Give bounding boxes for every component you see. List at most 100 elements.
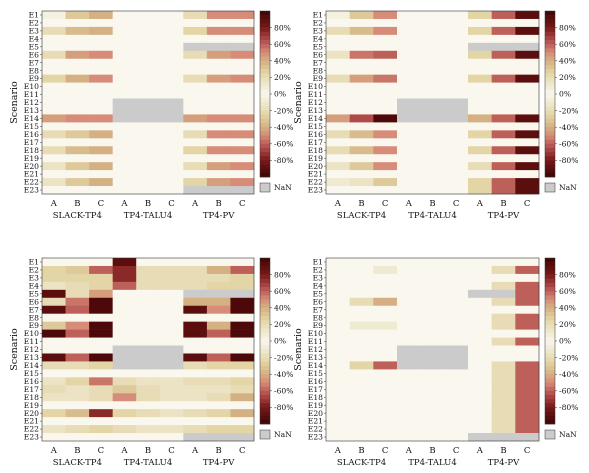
- colorbar-segment: [260, 152, 270, 157]
- heatmap-cell: [326, 337, 350, 346]
- heatmap-cell: [89, 11, 113, 20]
- colorbar-segment: [260, 349, 270, 354]
- heatmap-cell: [326, 361, 350, 370]
- x-tick-label: B: [358, 199, 364, 209]
- colorbar-segment: [260, 374, 270, 379]
- colorbar-segment: [260, 316, 270, 321]
- heatmap-cell: [65, 321, 90, 330]
- heatmap-cell: [444, 345, 469, 354]
- heatmap-cell: [159, 329, 184, 338]
- heatmap-cell: [42, 337, 66, 346]
- x-tick-label: A: [405, 199, 413, 209]
- colorbar-segment: [545, 168, 555, 174]
- heatmap-cell: [420, 146, 445, 155]
- colorbar-segment: [545, 52, 555, 57]
- colorbar-segment: [545, 69, 555, 74]
- heatmap-cell: [444, 369, 469, 378]
- heatmap-cell: [468, 18, 492, 28]
- heatmap-cell: [136, 337, 161, 346]
- heatmap-cell: [206, 265, 231, 275]
- heatmap-cell: [89, 321, 113, 330]
- colorbar-segment: [545, 332, 555, 338]
- colorbar-segment: [545, 143, 555, 149]
- heatmap-cell: [515, 329, 540, 338]
- colorbar-segment: [260, 262, 270, 267]
- x-tick-label: B: [500, 199, 506, 209]
- heatmap-cell: [468, 26, 492, 36]
- heatmap-cell: [444, 50, 469, 60]
- heatmap-cell: [491, 154, 516, 163]
- y-tick-label: E13: [308, 106, 323, 115]
- heatmap-cell: [230, 393, 255, 402]
- colorbar-segment: [260, 370, 270, 375]
- colorbar-segment: [545, 378, 555, 383]
- heatmap-cell: [230, 82, 255, 91]
- heatmap-cell: [65, 417, 90, 426]
- heatmap-cell: [136, 401, 161, 410]
- nan-swatch: [544, 429, 556, 440]
- heatmap-cell: [349, 162, 374, 171]
- colorbar-tick-label: 20%: [559, 73, 576, 82]
- heatmap-cell: [112, 74, 137, 83]
- heatmap-cell: [515, 58, 540, 67]
- colorbar-segment: [260, 147, 270, 153]
- colorbar-segment: [260, 15, 270, 20]
- heatmap-cell: [136, 58, 161, 67]
- heatmap-cell: [468, 321, 492, 330]
- colorbar-segment: [545, 147, 555, 153]
- colorbar-segment: [545, 114, 555, 120]
- colorbar-tick-label: 60%: [559, 287, 576, 296]
- heatmap-cell: [349, 178, 374, 187]
- heatmap-cell: [206, 409, 231, 418]
- colorbar-tick-label: 80%: [559, 23, 576, 32]
- heatmap-cell: [420, 138, 445, 147]
- heatmap-cell: [420, 66, 445, 75]
- heatmap-cell: [349, 114, 374, 123]
- y-tick-label: E2: [29, 19, 40, 28]
- heatmap-cell: [420, 98, 445, 107]
- heatmap-cell: [420, 82, 445, 91]
- colorbar-segment: [545, 135, 555, 140]
- heatmap-cell: [89, 66, 113, 75]
- y-tick-label: E2: [313, 19, 324, 28]
- heatmap-cell: [159, 337, 184, 346]
- heatmap-cell: [159, 18, 184, 28]
- heatmap-cell: [326, 50, 350, 60]
- heatmap-cell: [112, 82, 137, 91]
- x-tick-label: C: [239, 199, 246, 209]
- heatmap-cell: [420, 122, 445, 131]
- heatmap-cell: [515, 42, 540, 52]
- heatmap-cell: [397, 122, 421, 131]
- heatmap-cell: [206, 321, 231, 330]
- heatmap-cell: [230, 34, 255, 44]
- heatmap-cell: [420, 305, 445, 314]
- heatmap-cell: [515, 154, 540, 163]
- heatmap-cell: [444, 162, 469, 171]
- heatmap-cell: [326, 369, 350, 378]
- y-tick-label: E11: [308, 337, 323, 346]
- heatmap-cell: [491, 178, 516, 187]
- y-tick-label: E16: [308, 377, 323, 386]
- heatmap-cell: [159, 98, 184, 107]
- heatmap-cell: [183, 162, 208, 171]
- heatmap-cell: [112, 66, 137, 75]
- heatmap-cell: [159, 433, 184, 442]
- colorbar-tick-label: -40%: [274, 370, 293, 379]
- heatmap-cell: [491, 98, 516, 107]
- heatmap-cell: [468, 433, 492, 442]
- heatmap-cell: [89, 273, 113, 283]
- heatmap-cell: [159, 393, 184, 402]
- heatmap-cell: [230, 385, 255, 394]
- colorbar-segment: [260, 110, 270, 116]
- heatmap-cell: [420, 178, 445, 187]
- heatmap-cell: [373, 377, 398, 386]
- heatmap-cell: [491, 170, 516, 179]
- heatmap-cell: [112, 122, 137, 131]
- heatmap-cell: [136, 186, 161, 195]
- heatmap-cell: [65, 273, 90, 283]
- heatmap-cell: [326, 401, 350, 410]
- heatmap-cell: [444, 265, 469, 275]
- heatmap-cell: [420, 385, 445, 394]
- heatmap-cell: [420, 130, 445, 139]
- heatmap-cell: [491, 58, 516, 67]
